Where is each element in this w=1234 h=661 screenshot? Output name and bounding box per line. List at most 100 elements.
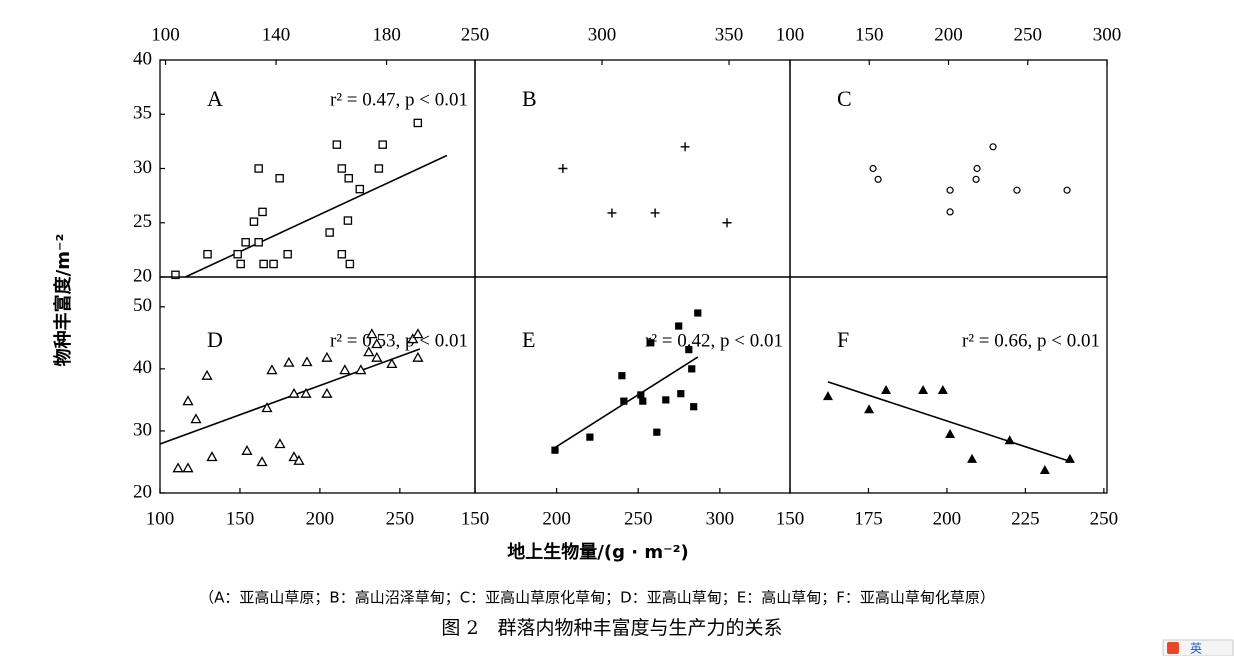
point — [275, 174, 284, 183]
x-tick-label: 150 — [776, 508, 805, 529]
point — [274, 438, 286, 449]
y-tick-label: 40 — [133, 48, 152, 69]
point — [321, 351, 333, 362]
point — [551, 446, 559, 454]
y-tick-label: 30 — [133, 419, 152, 440]
panel-letter: A — [207, 86, 223, 111]
x-tick-label: 300 — [1093, 24, 1122, 45]
point — [407, 333, 419, 344]
ime-mode[interactable]: 英 — [1190, 642, 1202, 656]
trend-line — [827, 381, 1073, 463]
x-tick-label: 350 — [715, 24, 744, 45]
point — [259, 259, 268, 269]
point — [653, 428, 661, 436]
point — [355, 364, 367, 375]
y-tick-label: 30 — [133, 157, 152, 178]
point — [283, 356, 295, 367]
point — [288, 387, 300, 398]
x-tick-label: 250 — [461, 24, 490, 45]
point — [918, 384, 929, 394]
point — [374, 164, 384, 173]
point — [241, 444, 253, 455]
point — [972, 175, 980, 183]
point — [344, 174, 353, 183]
x-tick-label: 150 — [226, 508, 255, 529]
point — [256, 456, 268, 467]
point — [233, 249, 242, 259]
point — [1064, 453, 1075, 463]
point — [973, 164, 981, 173]
x-tick-label: 225 — [1011, 508, 1040, 529]
point — [182, 395, 194, 406]
figure-caption: 图 2 群落内物种丰富度与生产力的关系 — [441, 617, 782, 639]
point — [1063, 186, 1071, 194]
y-tick-label: 35 — [133, 103, 152, 124]
point — [586, 433, 594, 441]
point — [864, 404, 875, 414]
annotation: r² = 0.47, p < 0.01 — [330, 89, 468, 110]
x-tick-label: 200 — [933, 508, 962, 529]
point — [254, 164, 263, 173]
point — [690, 403, 698, 411]
point — [722, 218, 732, 228]
point — [639, 397, 647, 405]
point — [967, 453, 978, 463]
point — [386, 358, 398, 369]
panel-letter: E — [522, 327, 535, 352]
point — [269, 259, 278, 269]
point — [620, 397, 628, 405]
point — [822, 391, 833, 401]
point — [190, 413, 202, 424]
x-tick-label: 250 — [1014, 24, 1043, 45]
ime-logo — [1167, 642, 1179, 654]
point — [249, 217, 259, 226]
point — [182, 462, 194, 473]
x-tick-label: 150 — [461, 508, 490, 529]
point — [345, 259, 355, 269]
y-tick-label: 50 — [133, 295, 152, 316]
point — [558, 164, 568, 173]
x-tick-label: 250 — [624, 508, 653, 529]
point — [337, 249, 347, 259]
x-tick-label: 100 — [146, 508, 175, 529]
trend-line — [185, 154, 448, 278]
point — [869, 164, 877, 173]
point — [675, 322, 683, 330]
x-tick-label: 200 — [542, 508, 571, 529]
point — [685, 346, 693, 354]
point — [355, 184, 365, 194]
point — [254, 238, 263, 247]
x-tick-label: 200 — [306, 508, 335, 529]
y-tick-label: 20 — [133, 265, 152, 286]
point — [650, 208, 660, 218]
x-tick-label: 200 — [934, 24, 963, 45]
point — [618, 372, 626, 380]
point — [293, 454, 305, 465]
point — [647, 339, 655, 347]
point — [378, 140, 387, 149]
point — [1013, 186, 1021, 194]
point — [874, 175, 882, 183]
x-tick-label: 180 — [372, 24, 401, 45]
point — [337, 164, 347, 173]
x-tick-label: 175 — [854, 508, 883, 529]
point — [283, 249, 292, 259]
x-tick-label: 140 — [262, 24, 291, 45]
legend-note: （A：亚高山草原；B：高山沼泽草甸；C：亚高山草原化草甸；D：亚高山草甸；E：高… — [199, 589, 995, 607]
panel-letter: F — [837, 327, 849, 352]
x-tick-label: 150 — [855, 24, 884, 45]
point — [946, 208, 954, 216]
y-tick-label: 25 — [133, 211, 152, 232]
point — [937, 384, 948, 394]
point — [203, 249, 212, 259]
point — [261, 402, 273, 413]
point — [300, 387, 312, 398]
point — [339, 364, 351, 375]
panel-letter: B — [522, 86, 537, 111]
point — [325, 228, 334, 237]
panel-frame — [474, 276, 791, 494]
point — [201, 369, 213, 380]
x-tick-label: 300 — [588, 24, 617, 45]
point — [363, 346, 375, 357]
